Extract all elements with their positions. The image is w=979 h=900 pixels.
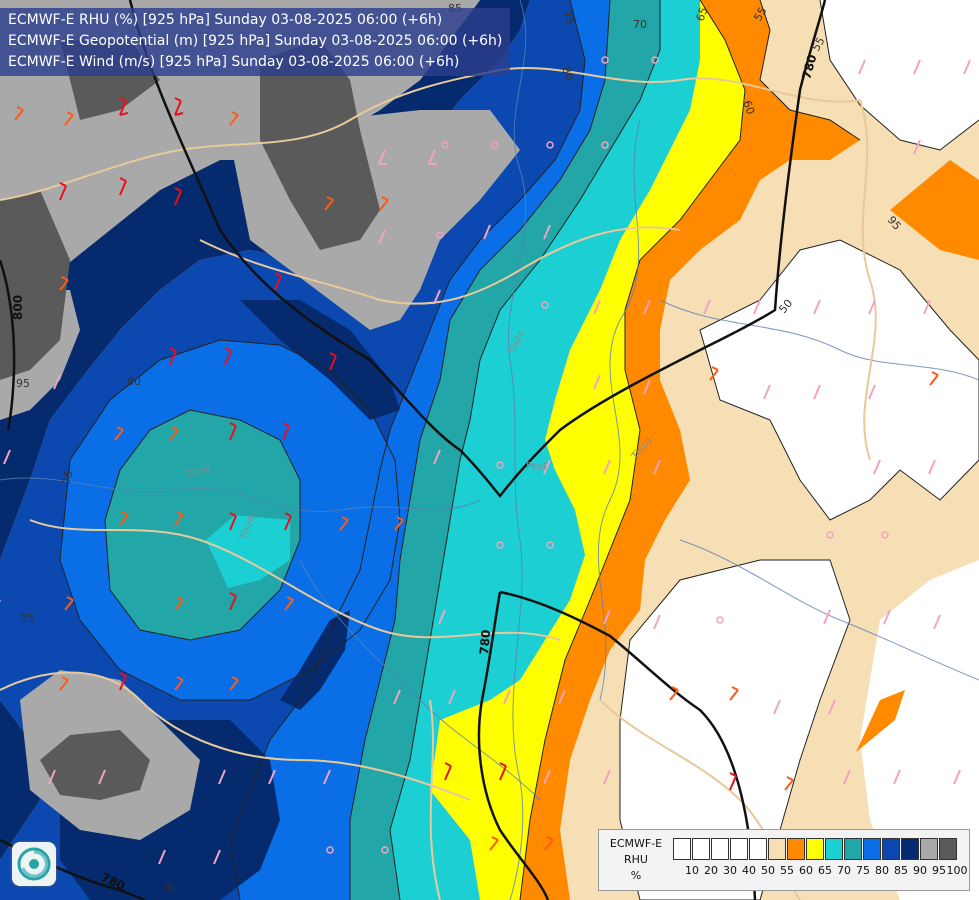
geopotential-label: 780 xyxy=(477,629,493,655)
legend-tick: 60 xyxy=(799,864,813,877)
rhu-band-100-d xyxy=(40,730,150,800)
legend-tick: 20 xyxy=(704,864,718,877)
legend-swatch-55 xyxy=(768,838,786,860)
legend-swatch-70 xyxy=(825,838,843,860)
rhu-label: 55 xyxy=(751,5,769,24)
legend-swatch-10 xyxy=(673,838,691,860)
geopotential-label: 800 xyxy=(11,295,25,320)
legend-tick: 30 xyxy=(723,864,737,877)
rhu-band-dry-east xyxy=(700,240,979,520)
rhu-label: 70 xyxy=(633,18,647,31)
rhu-band-60-ne xyxy=(890,160,979,260)
rhu-label: 80 xyxy=(559,65,576,83)
city-label: Pest xyxy=(526,461,547,472)
title-geopotential: ECMWF-E Geopotential (m) [925 hPa] Sunda… xyxy=(8,33,503,49)
rhu-band-75 xyxy=(350,0,660,900)
country-borders xyxy=(0,66,877,900)
legend-swatch-100 xyxy=(939,838,957,860)
rhu-band-100-b xyxy=(260,40,380,250)
ecmwf-logo-icon xyxy=(12,842,56,886)
rhu-band-60-se xyxy=(856,690,905,752)
legend-swatch-85 xyxy=(882,838,900,860)
legend-tick: 80 xyxy=(875,864,889,877)
rhu-band-75-west xyxy=(105,410,300,640)
legend-swatch-80 xyxy=(863,838,881,860)
legend-tick: 75 xyxy=(856,864,870,877)
rhu-band-70-west xyxy=(206,515,290,588)
rhu-label: 85 xyxy=(20,612,34,625)
legend-tick: 10 xyxy=(685,864,699,877)
legend-tick: 100 xyxy=(946,864,968,877)
rhu-label: 65 xyxy=(694,5,711,23)
title-rhu: ECMWF-E RHU (%) [925 hPa] Sunday 03-08-2… xyxy=(8,12,443,28)
legend-swatch-40 xyxy=(730,838,748,860)
legend-swatch-65 xyxy=(806,838,824,860)
legend-tick: 50 xyxy=(761,864,775,877)
rhu-band-90-north xyxy=(240,300,400,420)
rhu-legend: ECMWF-E RHU % 10 20 30 40 50 55 60 65 70… xyxy=(598,829,970,891)
rhu-label: 55 xyxy=(809,35,827,54)
rhu-band-dry-se2 xyxy=(860,560,979,900)
legend-swatches xyxy=(673,838,958,860)
rhu-band-65 xyxy=(430,0,745,900)
rhu-label: 75 xyxy=(560,9,577,27)
geopotential-contours xyxy=(0,0,827,900)
legend-swatch-60 xyxy=(787,838,805,860)
legend-swatch-75 xyxy=(844,838,862,860)
legend-swatch-30 xyxy=(711,838,729,860)
map-title-box: ECMWF-E RHU (%) [925 hPa] Sunday 03-08-2… xyxy=(0,8,511,76)
legend-tick: 95 xyxy=(932,864,946,877)
title-wind: ECMWF-E Wind (m/s) [925 hPa] Sunday 03-0… xyxy=(8,54,460,70)
legend-title: ECMWF-E RHU % xyxy=(603,836,669,884)
rhu-band-90-center xyxy=(280,610,350,710)
legend-tick: 55 xyxy=(780,864,794,877)
legend-tick: 40 xyxy=(742,864,756,877)
legend-swatch-20 xyxy=(692,838,710,860)
legend-tick: 85 xyxy=(894,864,908,877)
legend-swatch-90 xyxy=(901,838,919,860)
legend-tick: 65 xyxy=(818,864,832,877)
wind-barbs xyxy=(0,56,971,865)
rhu-contour-lines xyxy=(59,0,979,900)
legend-title-unit: % xyxy=(630,869,642,882)
rhu-band-60 xyxy=(520,0,860,900)
rhu-band-dry-se xyxy=(620,560,850,900)
rhu-label: 80 xyxy=(165,882,179,895)
legend-title-model: ECMWF-E xyxy=(609,837,663,850)
rhu-band-100-c xyxy=(0,190,70,380)
rhu-band-dry-ne xyxy=(820,0,979,150)
geopotential-label: 780 xyxy=(799,53,819,81)
legend-tick: 90 xyxy=(913,864,927,877)
legend-tick: 70 xyxy=(837,864,851,877)
rhu-label: 95 xyxy=(16,377,30,390)
rhu-label: 80 xyxy=(127,375,141,388)
rhu-band-70 xyxy=(390,0,700,900)
rhu-label: 75 xyxy=(60,469,75,485)
rhu-label: 60 xyxy=(740,99,757,117)
legend-title-param: RHU xyxy=(624,853,648,866)
legend-swatch-50 xyxy=(749,838,767,860)
legend-swatch-95 xyxy=(920,838,938,860)
